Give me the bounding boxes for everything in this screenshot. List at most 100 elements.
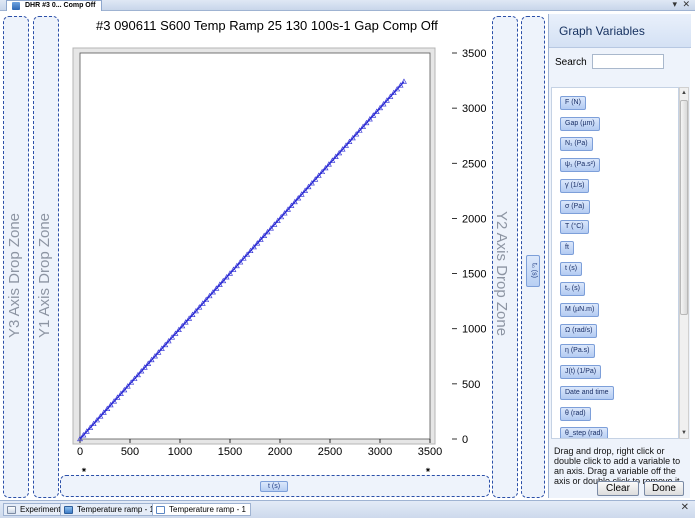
data-point	[309, 180, 315, 186]
data-point	[377, 104, 384, 111]
tab-graph-label: Temperature ramp - 1	[169, 505, 246, 514]
data-point	[158, 345, 165, 351]
data-point	[193, 307, 199, 314]
data-point	[189, 311, 196, 317]
x-axis-end-marker[interactable]: ⁕	[425, 466, 432, 475]
data-point	[162, 341, 169, 348]
data-point	[363, 119, 370, 126]
variable-item[interactable]: T (°C)	[560, 220, 589, 235]
document-tab-strip: DHR #3 0... Comp Off ▾ ✕	[0, 0, 695, 11]
x-tick-label: 1500	[218, 446, 242, 458]
x-axis-start-marker[interactable]: ⁕	[81, 466, 88, 475]
data-point	[288, 202, 295, 208]
done-button[interactable]: Done	[644, 481, 684, 496]
variable-item[interactable]: θ_step (rad)	[560, 427, 608, 438]
y2-variable-zone[interactable]: t₀ (s)	[521, 16, 545, 498]
variable-item[interactable]: Date and time	[560, 385, 614, 400]
variable-item[interactable]: t₀ (s)	[560, 282, 585, 297]
data-point	[353, 131, 360, 137]
panel-header: Graph Variables	[549, 14, 691, 48]
clear-button[interactable]: Clear	[597, 481, 639, 496]
variable-item[interactable]: ψ₁ (Pa.s²)	[560, 158, 601, 173]
data-point	[302, 187, 309, 193]
y2-variable-chip[interactable]: t₀ (s)	[526, 255, 540, 287]
data-point	[128, 379, 135, 385]
variable-item[interactable]: Gap (µm)	[560, 116, 600, 131]
data-point	[319, 168, 326, 175]
scroll-down-icon[interactable]: ▼	[681, 430, 687, 436]
document-tab-label: DHR #3 0... Comp Off	[25, 2, 96, 9]
data-point	[312, 176, 319, 182]
y-axis: 0 500 1000 1500 2000 2500 3000 3500	[452, 48, 486, 446]
variable-item[interactable]: J(t) (1/Pa)	[560, 365, 602, 380]
data-point	[179, 322, 186, 329]
chart-title: #3 090611 S600 Temp Ramp 25 130 100s-1 G…	[96, 18, 438, 33]
x-tick-label: 3500	[418, 446, 442, 458]
data-point	[155, 349, 162, 355]
y1-axis-drop-zone[interactable]: Y1 Axis Drop Zone	[33, 16, 59, 498]
search-input[interactable]	[592, 54, 664, 69]
x-axis: 0 500 1000 1500 2000 2500 3000 3500	[77, 439, 442, 458]
y-tick-label: 500	[462, 379, 480, 391]
data-point	[172, 330, 179, 336]
scroll-thumb[interactable]	[680, 100, 688, 315]
data-point	[97, 413, 104, 419]
document-icon	[12, 2, 20, 10]
y-tick-label: 3500	[462, 48, 486, 60]
variable-list-scrollbar[interactable]: ▲ ▼	[679, 87, 689, 439]
data-point	[233, 262, 240, 269]
x-axis-drop-zone[interactable]: t (s)	[60, 475, 490, 497]
tab-temperature-ramp-graph[interactable]: Temperature ramp - 1	[152, 503, 251, 516]
y3-axis-drop-zone[interactable]: Y3 Axis Drop Zone	[3, 16, 29, 498]
data-point	[199, 300, 206, 306]
data-point	[247, 247, 254, 254]
data-point	[271, 221, 278, 227]
data-point	[118, 390, 124, 396]
y2-axis-drop-zone[interactable]: Y2 Axis Drop Zone	[492, 16, 518, 498]
variable-item[interactable]: σ (Pa)	[560, 199, 590, 214]
document-tab[interactable]: DHR #3 0... Comp Off	[6, 0, 103, 11]
y-tick-label: 3000	[462, 103, 486, 115]
data-point	[83, 428, 90, 434]
data-point	[387, 93, 394, 99]
variable-item[interactable]: η (Pa.s)	[560, 344, 595, 359]
data-point	[261, 232, 268, 238]
data-point	[135, 371, 141, 378]
variable-item[interactable]: M (µN.m)	[560, 303, 600, 317]
series-layer	[77, 78, 407, 442]
scroll-up-icon[interactable]: ▲	[681, 90, 687, 96]
chevron-down-icon[interactable]: ▾	[672, 0, 677, 9]
data-point	[186, 315, 193, 321]
variable-item[interactable]: t (s)	[560, 261, 583, 276]
close-icon[interactable]: ✕	[682, 0, 690, 9]
x-variable-chip[interactable]: t (s)	[260, 481, 288, 492]
variable-item[interactable]: ft	[560, 240, 574, 255]
data-point	[111, 398, 118, 404]
tab-temperature-ramp-table[interactable]: Temperature ramp - 1	[60, 503, 159, 516]
data-point	[384, 97, 390, 103]
search-label: Search	[555, 57, 587, 68]
variable-item[interactable]: γ̇ (1/s)	[560, 178, 590, 193]
x-tick-label: 2000	[268, 446, 292, 458]
data-point	[223, 274, 230, 280]
data-point	[254, 240, 261, 246]
x-tick-label: 500	[121, 446, 139, 458]
data-point	[94, 416, 100, 423]
bottom-close-icon[interactable]: ✕	[680, 502, 689, 513]
data-point	[145, 360, 152, 366]
data-point	[104, 405, 111, 412]
variable-item[interactable]: F (N)	[560, 96, 586, 110]
data-point	[322, 164, 329, 171]
data-point	[329, 157, 336, 163]
tab-experiment[interactable]: Experiment	[3, 503, 66, 516]
data-point	[373, 108, 380, 114]
data-point	[394, 85, 401, 92]
data-point	[295, 195, 302, 201]
chart-plot[interactable]: 0 500 1000 1500 2000 2500 3000 3500 0 500 1000 150…	[0, 0, 548, 500]
data-point	[251, 243, 257, 250]
variable-item[interactable]: θ (rad)	[560, 406, 591, 421]
data-point	[349, 134, 356, 141]
variable-item[interactable]: Ω (rad/s)	[560, 323, 598, 338]
variable-item[interactable]: N₁ (Pa)	[560, 137, 593, 152]
data-point	[175, 326, 182, 333]
